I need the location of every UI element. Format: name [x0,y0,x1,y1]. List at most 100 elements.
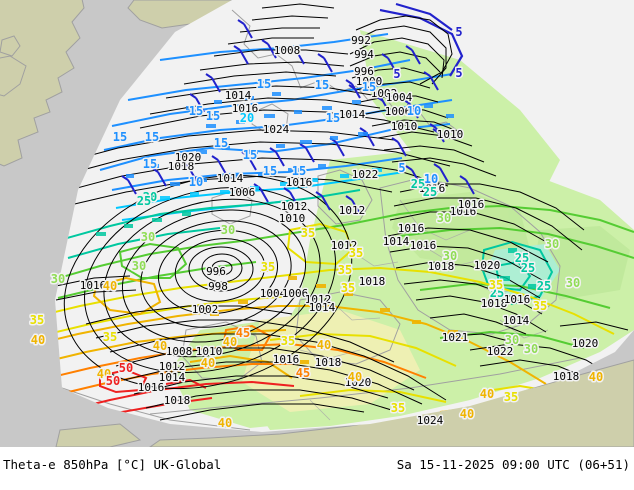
thetae-label-halo: 30 [505,333,519,347]
data-domain [55,0,634,432]
isobar-label: 992 [351,34,371,47]
isobar-label: 998 [208,280,228,293]
isobar-label: 1010 [196,345,223,358]
isobar-label: 1002 [371,87,398,100]
thetae-label: 40 [97,367,111,381]
thetae-label: 5 [398,161,405,175]
isobar-label: 1012 [159,360,186,373]
thetae-label-halo: 15 [113,130,127,144]
thetae-label-halo: 25 [515,251,529,265]
isobar-label: 1018 [428,260,455,273]
isobar-label-halo: 1018 [553,370,580,383]
isobar-label: 1012 [305,293,332,306]
thetae-label-halo: 35 [30,313,44,327]
isobar-label-halo: 1016 [450,205,477,218]
isobar-label: 1018 [164,394,191,407]
isobar-label-halo: 998 [208,280,228,293]
thetae-label-halo: 50 [119,361,133,375]
thetae-label-halo: 5 [398,161,405,175]
isobar-label-halo: 1004 [386,91,413,104]
thetae-label: 15 [143,157,157,171]
isobar-label-halo: 994 [354,48,374,61]
isobar-label: 1020 [474,259,501,272]
thetae-label: 40 [348,370,362,384]
thetae-label-halo: 35 [391,401,405,415]
thetae-label: 35 [301,226,315,240]
isobar-label-halo: 1004 [260,287,287,300]
thetae-label-halo: 45 [296,366,310,380]
isobar-label-halo: 1018 [315,356,342,369]
thetae-label-halo: 40 [223,335,237,349]
thetae-label-halo: 50 [106,374,120,388]
thetae-label: 15 [206,109,220,123]
thetae-label-halo: 40 [31,333,45,347]
thetae-label: 40 [103,279,117,293]
isobar-label: 1014 [159,371,186,384]
thetae-label-halo: 30 [443,249,457,263]
thetae-label-halo: 30 [132,259,146,273]
isobar-label: 1016 [138,381,165,394]
isobar-label-halo: 1020 [474,259,501,272]
isobar-label-halo: 992 [351,34,371,47]
thetae-label: 15 [214,136,228,150]
thetae-label-halo: 40 [97,367,111,381]
thetae-label: 35 [504,390,518,404]
thetae-label: 25 [521,261,535,275]
isobar-label-halo: 1016 [286,176,313,189]
thetae-speckle-cyan [160,168,382,200]
isobar-label: 1016 [450,205,477,218]
thetae-label: 40 [31,333,45,347]
mslp-isobars [55,3,629,421]
isobar-label-halo: 1010 [279,212,306,225]
thetae-label-halo: 15 [263,164,277,178]
isobar-label: 1016 [286,176,313,189]
isobar-label: 1014 [309,301,336,314]
map-canvas[interactable]: 1008 1008 992 992 994 994 996 996 1000 1000 1002 10… [0,0,634,447]
thetae-label-halo: 35 [341,281,355,295]
isobar-label-halo: 1014 [339,108,366,121]
isobar-label-halo: 1018 [428,260,455,273]
isobar-label: 1021 [442,331,469,344]
thetae-label: 40 [218,416,232,430]
thetae-label-halo: 40 [480,387,494,401]
thetae-label: 45 [236,326,250,340]
thetae-label-halo: 30 [221,223,235,237]
isobar-label-halo: 1006 [229,186,256,199]
thetae-label-halo: 25 [537,279,551,293]
isobar-label-halo: 1024 [263,123,290,136]
isobar-label: 1010 [437,128,464,141]
thetae-label: 15 [257,77,271,91]
isobar-label: 1006 [229,186,256,199]
isobar-label-halo: 1006 [282,287,309,300]
isobar-label-halo: 1016 [458,198,485,211]
isobar-label: 1020 [345,376,372,389]
isobar-label: 1022 [487,345,514,358]
isobar-label-halo: 1022 [487,345,514,358]
thetae-label-halo: 15 [189,104,203,118]
thetae-label: 35 [341,281,355,295]
thetae-label-halo: 35 [349,246,363,260]
isobar-label-halo: 1006 [385,105,412,118]
thetae-label: 15 [113,130,127,144]
thetae-label-halo: 30 [51,272,65,286]
thetae-label: 15 [315,78,329,92]
isobar-label: 1018 [168,160,195,173]
isobar-label-halo: 1014 [383,235,410,248]
isobar-label: 1000 [356,75,383,88]
thetae-label: 20 [143,190,157,204]
isobar-label: 1006 [282,287,309,300]
isobar-label-halo: 1012 [159,360,186,373]
thetae-label: 10 [189,175,203,189]
thetae-label-halo: 5 [393,67,400,81]
thetae-speckle [126,92,454,186]
isobar-label-halo: 1002 [192,303,219,316]
isobar-label: 1014 [503,314,530,327]
thetae-label: 15 [362,80,376,94]
thetae-label: 35 [103,330,117,344]
isobar-label-halo: 1018 [359,275,386,288]
thetae-label: 35 [30,313,44,327]
thetae-label-halo: 15 [145,130,159,144]
thetae-label-halo: 15 [292,164,306,178]
isobar-label: 1014 [383,235,410,248]
